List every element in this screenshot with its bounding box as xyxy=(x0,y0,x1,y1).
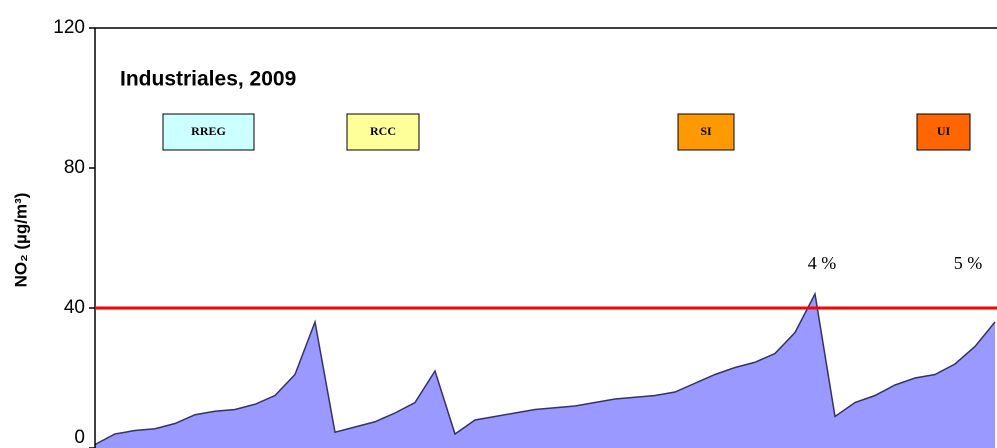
chart-title: Industriales, 2009 xyxy=(120,68,296,91)
group-box xyxy=(677,113,735,151)
y-axis-label: NO₂ (µg/m³) xyxy=(11,193,30,288)
group-label: RCC xyxy=(370,124,396,138)
annotation: 5 % xyxy=(954,253,983,273)
group-box xyxy=(916,113,971,151)
y-tick-label: 80 xyxy=(64,157,85,178)
annotation: 4 % xyxy=(808,253,837,273)
group-label: UI xyxy=(937,124,951,138)
group-label: RREG xyxy=(191,124,226,138)
group-box xyxy=(346,113,420,151)
y-tick-label: 0 xyxy=(74,427,85,448)
group-box xyxy=(162,113,255,151)
area-line xyxy=(94,291,996,446)
area xyxy=(95,294,995,448)
group-label: SI xyxy=(700,124,712,138)
y-tick-label: 40 xyxy=(64,297,85,318)
y-tick-label: 120 xyxy=(53,17,85,38)
